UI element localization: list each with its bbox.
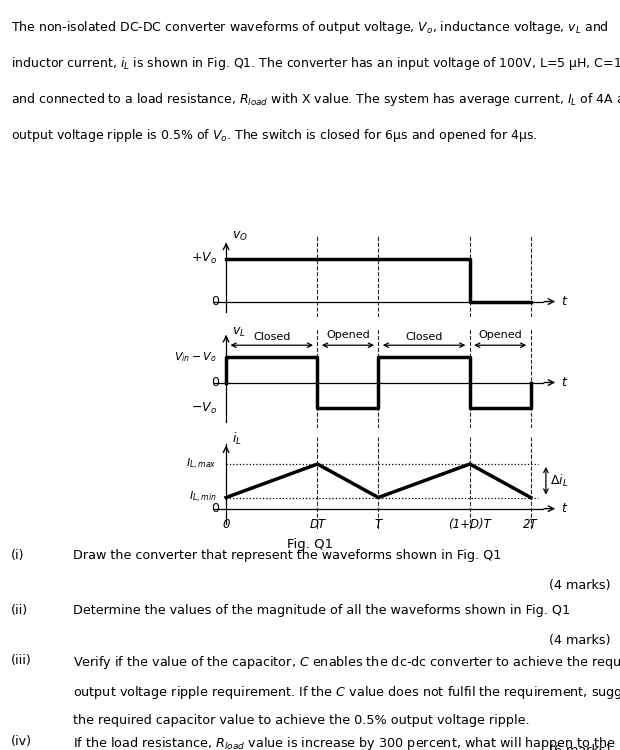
Text: $v_O$: $v_O$ <box>232 230 248 243</box>
Text: $I_{L,max}$: $I_{L,max}$ <box>187 457 217 472</box>
Text: (iii): (iii) <box>11 654 32 667</box>
Text: $-V_o$: $-V_o$ <box>191 400 217 416</box>
Text: 0: 0 <box>223 518 230 532</box>
Text: $I_{L,min}$: $I_{L,min}$ <box>189 490 217 505</box>
Text: Draw the converter that represent the waveforms shown in Fig. Q1: Draw the converter that represent the wa… <box>73 549 502 562</box>
Text: $v_L$: $v_L$ <box>232 326 246 339</box>
Text: (ii): (ii) <box>11 604 29 616</box>
Text: 2T: 2T <box>523 518 538 532</box>
Text: Verify if the value of the capacitor, $C$ enables the dc-dc converter to achieve: Verify if the value of the capacitor, $C… <box>73 654 620 671</box>
Text: Closed: Closed <box>253 332 290 342</box>
Text: $t$: $t$ <box>561 503 569 515</box>
Text: (4 marks): (4 marks) <box>549 634 611 646</box>
Text: Closed: Closed <box>405 332 443 342</box>
Text: Opened: Opened <box>479 329 522 340</box>
Text: the required capacitor value to achieve the 0.5% output voltage ripple.: the required capacitor value to achieve … <box>73 714 529 727</box>
Text: Determine the values of the magnitude of all the waveforms shown in Fig. Q1: Determine the values of the magnitude of… <box>73 604 570 616</box>
Text: $0$: $0$ <box>211 503 220 515</box>
Text: $t$: $t$ <box>561 295 569 308</box>
Text: $t$: $t$ <box>561 376 569 389</box>
Text: $0$: $0$ <box>211 295 220 308</box>
Text: DT: DT <box>309 518 326 532</box>
Text: $+V_o$: $+V_o$ <box>191 251 217 266</box>
Text: The non-isolated DC-DC converter waveforms of output voltage, $V_o$, inductance : The non-isolated DC-DC converter wavefor… <box>11 19 609 36</box>
Text: output voltage ripple requirement. If the $C$ value does not fulfil the requirem: output voltage ripple requirement. If th… <box>73 684 620 701</box>
Text: output voltage ripple is 0.5% of $V_o$. The switch is closed for 6μs and opened : output voltage ripple is 0.5% of $V_o$. … <box>11 127 538 144</box>
Text: $0$: $0$ <box>211 376 220 389</box>
Text: and connected to a load resistance, $R_{load}$ with X value. The system has aver: and connected to a load resistance, $R_{… <box>11 91 620 108</box>
Text: (i): (i) <box>11 549 25 562</box>
Text: Fig. Q1: Fig. Q1 <box>287 538 333 550</box>
Text: $V_{in}-V_o$: $V_{in}-V_o$ <box>174 350 217 364</box>
Text: (1+D)T: (1+D)T <box>448 518 491 532</box>
Text: (6 marks): (6 marks) <box>549 744 611 750</box>
Text: If the load resistance, $R_{load}$ value is increase by 300 percent, what will h: If the load resistance, $R_{load}$ value… <box>73 735 616 750</box>
Text: T: T <box>375 518 382 532</box>
Text: $\Delta i_L$: $\Delta i_L$ <box>551 472 569 489</box>
Text: (iv): (iv) <box>11 735 32 748</box>
Text: inductor current, $i_L$ is shown in Fig. Q1. The converter has an input voltage : inductor current, $i_L$ is shown in Fig.… <box>11 55 620 72</box>
Text: $i_L$: $i_L$ <box>232 431 242 447</box>
Text: (4 marks): (4 marks) <box>549 579 611 592</box>
Text: Opened: Opened <box>326 329 370 340</box>
